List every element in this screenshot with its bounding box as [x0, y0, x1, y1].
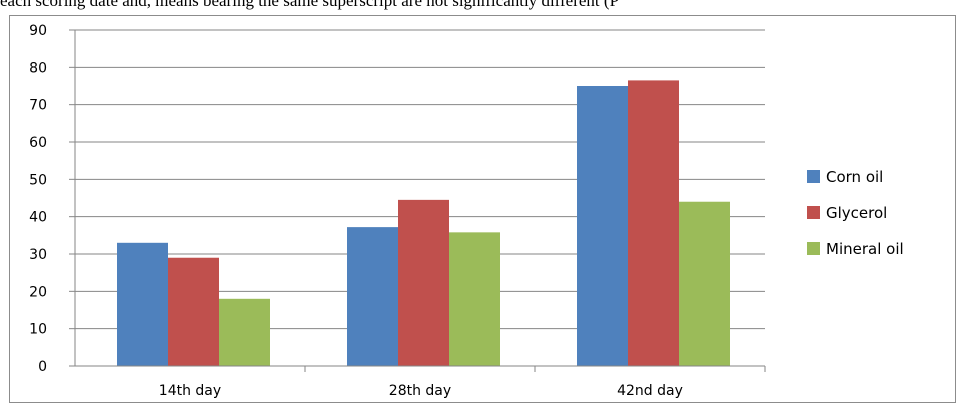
y-tick-label: 20 — [29, 284, 47, 300]
y-tick-label: 60 — [29, 135, 47, 151]
bar-glycerol — [168, 257, 219, 366]
bars — [117, 80, 730, 367]
bar-mineral-oil — [679, 201, 730, 366]
bar-glycerol — [628, 80, 679, 367]
y-tick-label: 70 — [29, 98, 47, 114]
y-tick-label: 90 — [29, 23, 47, 39]
bar-corn-oil — [117, 242, 168, 366]
y-tick-label: 40 — [29, 210, 47, 226]
legend-label: Corn oil — [826, 168, 883, 186]
legend-swatch — [807, 206, 820, 219]
axes: 0 10 20 30 40 50 60 70 80 90 14th day 28th day 42nd … — [29, 23, 766, 399]
legend-swatch — [807, 170, 820, 183]
y-tick-label: 80 — [29, 60, 47, 76]
bar-corn-oil — [347, 227, 398, 366]
y-tick-label: 10 — [29, 322, 47, 338]
bar-glycerol — [398, 199, 449, 366]
legend-swatch — [807, 242, 820, 255]
x-tick-label: 28th day — [389, 383, 451, 399]
caption-text: each scoring date and, means bearing the… — [0, 0, 620, 10]
bar-mineral-oil — [219, 298, 270, 366]
y-tick-label: 30 — [29, 247, 47, 263]
x-tick-label: 42nd day — [617, 383, 683, 399]
legend-label: Glycerol — [826, 204, 887, 222]
y-tick-label: 50 — [29, 172, 47, 188]
legend: Corn oil Glycerol Mineral oil — [807, 168, 904, 258]
chart-frame — [9, 15, 956, 403]
y-tick-label: 0 — [38, 359, 47, 375]
legend-label: Mineral oil — [826, 240, 904, 258]
x-tick-label: 14th day — [159, 383, 221, 399]
bar-mineral-oil — [449, 232, 500, 366]
bar-corn-oil — [577, 86, 628, 366]
